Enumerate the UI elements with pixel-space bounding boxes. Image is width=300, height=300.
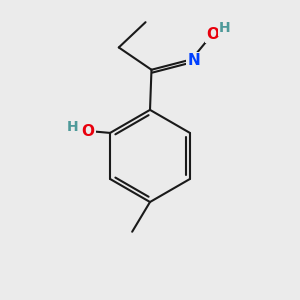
Text: N: N <box>188 53 200 68</box>
Text: O: O <box>81 124 94 139</box>
Text: H: H <box>219 20 231 34</box>
Text: H: H <box>67 120 79 134</box>
Text: O: O <box>206 27 219 42</box>
